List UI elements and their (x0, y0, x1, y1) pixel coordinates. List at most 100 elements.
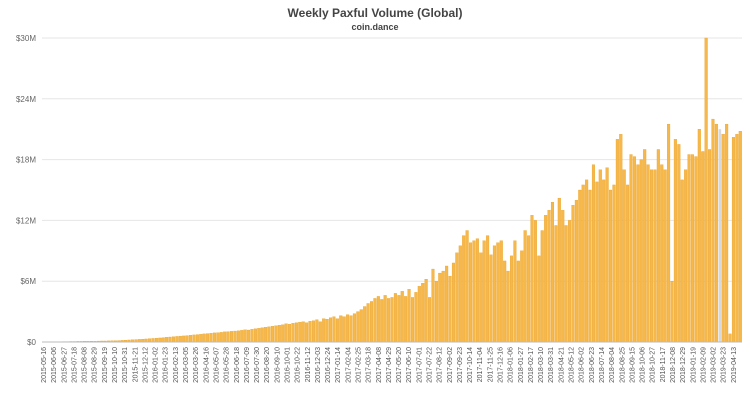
bar (410, 297, 414, 343)
bar (503, 260, 507, 343)
bar (591, 164, 595, 343)
bar (165, 337, 169, 343)
bar (233, 330, 237, 343)
bar (390, 297, 394, 343)
bar (677, 144, 681, 343)
x-tick-label: 2018-01-06 (508, 347, 515, 383)
x-tick-label: 2016-06-18 (234, 347, 241, 383)
bar (721, 134, 725, 343)
x-tick-label: 2015-09-19 (102, 347, 109, 383)
x-tick-label: 2016-12-03 (315, 347, 322, 383)
chart-subtitle: coin.dance (351, 22, 399, 32)
x-tick-label: 2019-03-02 (711, 347, 718, 383)
x-tick-label: 2017-03-18 (366, 347, 373, 383)
x-tick-label: 2018-10-06 (640, 347, 647, 383)
bar (154, 337, 158, 343)
bar (486, 235, 490, 343)
bar (270, 326, 274, 343)
bar (615, 139, 619, 343)
bar (219, 332, 223, 343)
bar (735, 134, 739, 343)
bar (475, 238, 479, 343)
bar (578, 189, 582, 343)
bar (393, 293, 397, 343)
x-tick-label: 2018-05-12 (569, 347, 576, 383)
x-tick-label: 2017-11-25 (487, 347, 494, 382)
x-tick-label: 2017-07-22 (427, 347, 434, 383)
bar (523, 230, 527, 343)
bar (308, 321, 312, 343)
bar (499, 240, 503, 343)
bar (448, 275, 452, 343)
bar (588, 189, 592, 343)
bar (643, 149, 647, 343)
x-tick-label: 2017-02-04 (345, 347, 352, 383)
x-tick-label: 2018-01-27 (518, 347, 525, 383)
bar (622, 169, 626, 343)
bar (247, 329, 251, 343)
x-tick-label: 2016-03-05 (183, 347, 190, 383)
bar (359, 309, 363, 343)
bar (564, 225, 568, 343)
bar (192, 334, 196, 343)
x-tick-label: 2017-12-16 (498, 347, 505, 383)
bar (243, 329, 247, 343)
x-tick-label: 2018-04-21 (558, 347, 565, 383)
chart-title: Weekly Paxful Volume (Global) (287, 6, 463, 20)
bar (462, 235, 466, 343)
bar (332, 316, 336, 343)
bar (161, 337, 165, 343)
x-tick-label: 2018-02-17 (528, 347, 535, 383)
bar (380, 299, 384, 343)
x-tick-label: 2017-10-14 (467, 347, 474, 383)
x-tick-label: 2017-04-08 (376, 347, 383, 383)
bar (404, 296, 408, 343)
bar (318, 321, 322, 343)
bar (516, 260, 520, 343)
bar (277, 325, 281, 343)
bar (236, 330, 240, 343)
bar (612, 184, 616, 343)
x-tick-label: 2016-08-20 (264, 347, 271, 383)
bar (212, 332, 216, 343)
bar (387, 298, 391, 343)
bar (530, 215, 534, 343)
bar (424, 279, 428, 343)
bar (240, 330, 244, 343)
bar (226, 331, 230, 343)
bar (506, 270, 510, 343)
bar (189, 335, 193, 343)
bar (646, 164, 650, 343)
bar (315, 319, 319, 343)
bar (653, 169, 657, 343)
bar (680, 179, 684, 343)
x-tick-label: 2018-06-02 (579, 347, 586, 383)
bar (400, 291, 404, 343)
bar (626, 184, 630, 343)
x-tick-label: 2016-09-10 (274, 347, 281, 383)
bar (178, 335, 182, 343)
bar (171, 336, 175, 343)
x-tick-label: 2016-07-30 (254, 347, 261, 383)
x-tick-label: 2018-03-31 (548, 347, 555, 383)
bar (373, 298, 377, 343)
x-tick-label: 2015-11-21 (132, 347, 139, 382)
bar (602, 179, 606, 343)
bar (731, 137, 735, 343)
bar (366, 303, 370, 343)
bar (151, 338, 155, 343)
x-tick-label: 2018-08-25 (619, 347, 626, 383)
x-tick-label: 2018-09-15 (629, 347, 636, 383)
bar (148, 338, 152, 343)
bar (325, 319, 329, 343)
bar (547, 210, 551, 343)
x-tick-label: 2017-09-23 (457, 347, 464, 383)
y-tick-label: $0 (27, 338, 36, 347)
bar (704, 37, 708, 343)
bar (571, 205, 575, 343)
bar (711, 118, 715, 343)
x-tick-label: 2018-10-27 (650, 347, 657, 383)
x-tick-label: 2019-02-09 (700, 347, 707, 383)
x-tick-label: 2016-07-09 (244, 347, 251, 383)
bar (407, 289, 411, 343)
